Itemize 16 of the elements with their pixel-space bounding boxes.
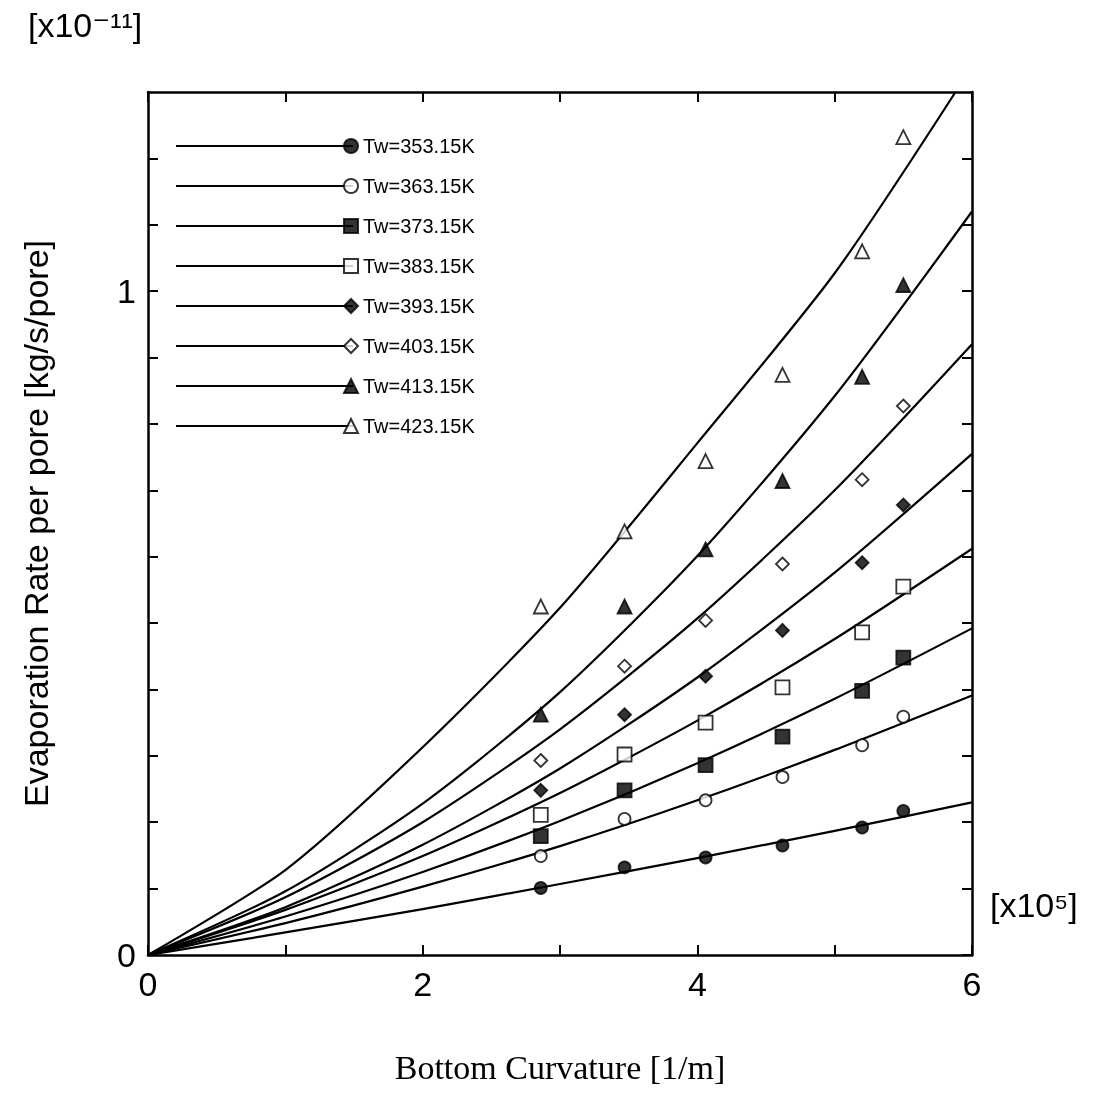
legend-label: Tw=383.15K (363, 255, 476, 277)
x-tick-label: 4 (687, 965, 707, 1003)
text: [x10⁵] (990, 886, 1078, 924)
legend-label: Tw=363.15K (363, 175, 476, 197)
x-axis-title: Bottom Curvature [1/m] (394, 1048, 726, 1086)
legend-label: Tw=353.15K (363, 135, 476, 157)
legend-label: Tw=423.15K (363, 415, 476, 437)
x-tick-label: 2 (413, 965, 433, 1003)
x-tick-label: 6 (962, 965, 982, 1003)
legend-label: Tw=373.15K (363, 215, 476, 237)
legend-label: Tw=403.15K (363, 335, 476, 357)
legend-label: Tw=393.15K (363, 295, 476, 317)
y-tick-label: 1 (117, 272, 136, 311)
text: [x10⁻¹¹] (28, 6, 143, 44)
legend-label: Tw=413.15K (363, 375, 476, 397)
y-axis-title: Evaporation Rate per pore [kg/s/pore] (17, 240, 55, 807)
